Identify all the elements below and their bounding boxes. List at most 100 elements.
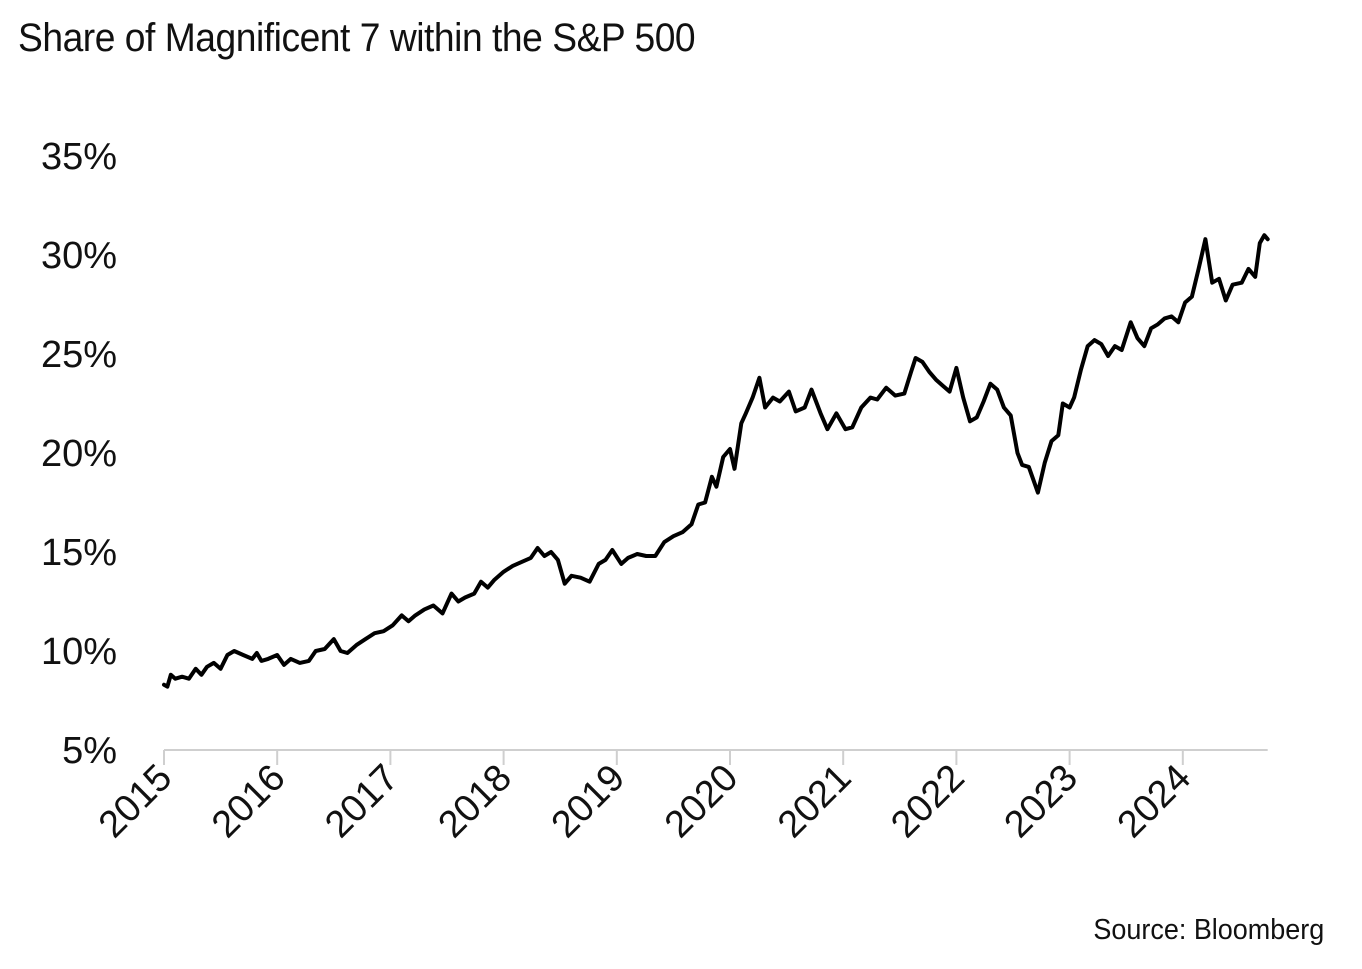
data-point: [456, 600, 460, 604]
data-point: [721, 455, 725, 459]
data-point: [1068, 406, 1072, 410]
data-point: [472, 592, 476, 596]
data-point: [1149, 326, 1153, 330]
data-point: [961, 396, 965, 400]
data-point: [391, 623, 395, 627]
data-point: [1129, 320, 1133, 324]
data-point: [1210, 281, 1214, 285]
data-point: [1163, 316, 1167, 320]
data-point: [902, 392, 906, 396]
data-point: [626, 556, 630, 560]
data-point: [556, 558, 560, 562]
data-point: [266, 657, 270, 661]
chart-title: Share of Magnificent 7 within the S&P 50…: [18, 16, 696, 60]
data-point: [373, 631, 377, 635]
data-point: [859, 406, 863, 410]
x-tick-label: 2016: [204, 757, 293, 846]
data-point: [486, 586, 490, 590]
data-point: [282, 663, 286, 667]
data-point: [511, 564, 515, 568]
data-point: [1043, 461, 1047, 465]
data-point: [819, 411, 823, 415]
data-point: [1050, 439, 1054, 443]
data-point: [619, 562, 623, 566]
data-point: [920, 360, 924, 364]
y-tick-label: 30%: [41, 235, 117, 277]
data-point: [644, 554, 648, 558]
data-point: [597, 562, 601, 566]
data-point: [400, 613, 404, 617]
data-point: [579, 576, 583, 580]
data-point: [219, 667, 223, 671]
data-point: [954, 366, 958, 370]
data-point: [275, 653, 279, 657]
data-point: [255, 651, 259, 655]
data-point: [431, 604, 435, 608]
data-point: [1093, 338, 1097, 342]
data-point: [529, 556, 533, 560]
data-point: [803, 406, 807, 410]
data-point: [771, 396, 775, 400]
x-tick-label: 2022: [883, 757, 972, 846]
data-point: [733, 467, 737, 471]
data-point: [884, 386, 888, 390]
data-point: [194, 667, 198, 671]
y-tick-label: 10%: [41, 631, 117, 673]
data-point: [205, 665, 209, 669]
data-point: [563, 582, 567, 586]
data-point: [241, 653, 245, 657]
data-point: [542, 554, 546, 558]
data-point: [1170, 314, 1174, 318]
data-point: [778, 400, 782, 404]
data-point: [441, 611, 445, 615]
data-point: [810, 388, 814, 392]
data-point: [1036, 491, 1040, 495]
data-point: [909, 370, 913, 374]
data-point: [710, 475, 714, 479]
data-point: [690, 522, 694, 526]
series-line-mag7-share: [162, 233, 1270, 689]
data-point: [893, 394, 897, 398]
data-point: [307, 659, 311, 663]
data-point: [199, 673, 203, 677]
data-point: [1176, 320, 1180, 324]
data-point: [787, 390, 791, 394]
data-point: [1009, 413, 1013, 417]
data-point: [844, 427, 848, 431]
data-point: [463, 596, 467, 600]
data-point: [671, 534, 675, 538]
data-point: [323, 647, 327, 651]
source-note: Source: Bloomberg: [1093, 914, 1324, 946]
data-point: [422, 607, 426, 611]
data-point: [479, 580, 483, 584]
data-point: [332, 637, 336, 641]
data-point: [1231, 283, 1235, 287]
data-point: [914, 356, 918, 360]
y-tick-label: 25%: [41, 334, 117, 376]
y-tick-label: 35%: [41, 136, 117, 178]
data-point: [1258, 241, 1262, 245]
data-point: [850, 425, 854, 429]
data-point: [868, 396, 872, 400]
data-point: [995, 388, 999, 392]
data-point: [1113, 344, 1117, 348]
data-point: [834, 411, 838, 415]
data-point: [941, 384, 945, 388]
x-tick-label: 2024: [1110, 757, 1199, 846]
data-point: [345, 651, 349, 655]
data-point: [1224, 299, 1228, 303]
data-point: [1002, 406, 1006, 410]
x-tick-label: 2017: [317, 757, 406, 846]
data-point: [696, 503, 700, 507]
data-point: [450, 592, 454, 596]
data-point: [1142, 344, 1146, 348]
data-point: [1240, 281, 1244, 285]
data-point: [502, 570, 506, 574]
data-point: [1197, 267, 1201, 271]
data-point: [1016, 451, 1020, 455]
data-point: [520, 560, 524, 564]
data-point: [1136, 336, 1140, 340]
x-tick-label: 2021: [770, 757, 859, 846]
data-point: [173, 677, 177, 681]
